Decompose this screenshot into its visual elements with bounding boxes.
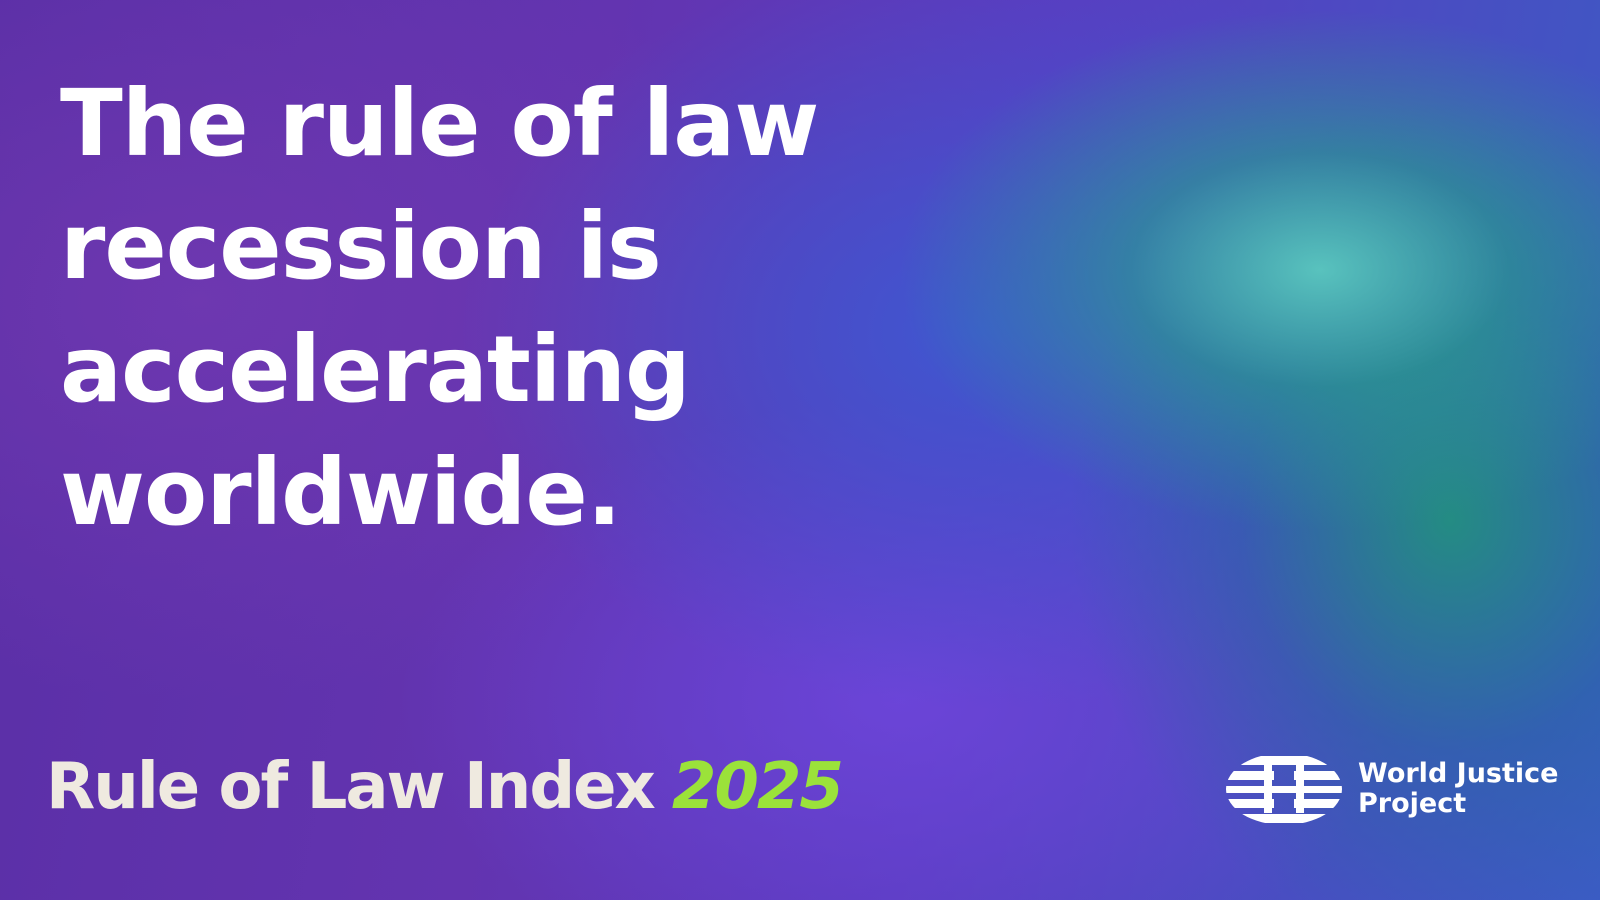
index-year: 2025	[671, 750, 844, 824]
logo-icon	[1226, 756, 1342, 823]
index-name: Rule of Law Index	[46, 750, 656, 824]
index-title: Rule of Law Index 2025	[46, 750, 844, 824]
headline-line: worldwide.	[60, 439, 622, 546]
logo-line: Project	[1358, 788, 1467, 819]
logo-line: World Justice	[1358, 758, 1559, 789]
headline-line: recession is	[60, 193, 662, 300]
logo-text: World Justice Project	[1358, 759, 1558, 819]
headline-line: accelerating	[60, 316, 691, 423]
logo: World Justice Project	[1224, 752, 1558, 826]
headline: The rule of law recession is acceleratin…	[60, 62, 819, 554]
headline-line: The rule of law	[60, 70, 819, 177]
